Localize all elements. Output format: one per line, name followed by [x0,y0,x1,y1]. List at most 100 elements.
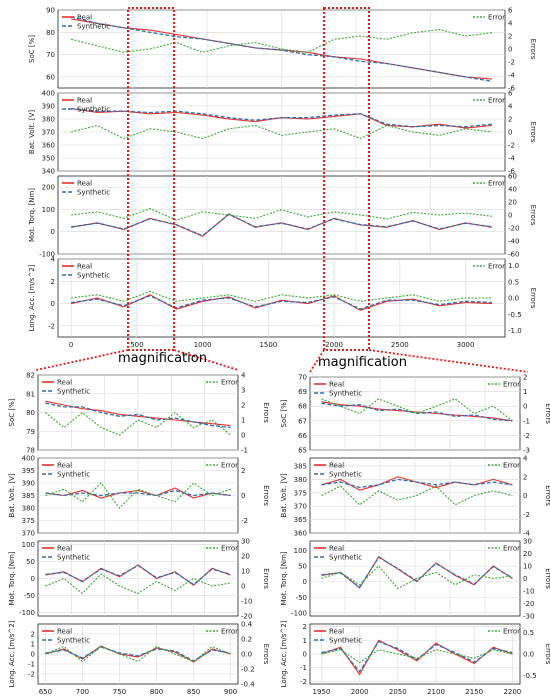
error-tick-label: 0 [523,403,527,411]
legend-label-real: Real [77,14,92,22]
error-tick-label: 2 [241,402,245,410]
chart-panel-left-acc: -2 -1 0 1 2 -0.4 -0.2 0.0 0.2 0.4 650 700 750 800 850 9… [8,620,270,696]
y-tick-label: 90 [46,7,55,15]
y-tick-label: 81 [26,390,35,398]
error-legend: Error [473,263,505,271]
x-tick-label: 750 [113,688,126,696]
y-tick-label: 78 [26,447,35,455]
series-line-real [45,487,231,499]
error-legend: Error [206,545,238,553]
series-line-synthetic [45,646,231,662]
legend-label-real: Real [57,545,72,553]
error-tick-label: 0.2 [241,636,252,644]
series-line-error [45,645,231,663]
y-tick-label: 385 [22,492,35,500]
series-line-synthetic [321,478,513,489]
error-tick-label: 4 [523,455,528,463]
error-tick-label: 3 [241,387,245,395]
error-tick-label: -3 [523,447,530,455]
error-axis-label: Errors [529,122,537,143]
y-tick-label: 1 [303,637,307,645]
legend-label-synthetic: Synthetic [329,390,362,398]
y-axis-label: Long. Acc. [m/s^2] [28,264,36,331]
legend-label-synthetic: Synthetic [77,23,110,31]
y-tick-label: 68 [298,403,307,411]
legend-label-error: Error [503,628,520,636]
x-tick-label: 2100 [427,688,445,696]
x-tick-label: 850 [187,688,200,696]
legend-label-real: Real [57,379,72,387]
legend-label-error: Error [503,462,520,470]
legend-label-real: Real [329,545,344,553]
error-tick-label: 2 [241,467,245,475]
legend-label-real: Real [77,263,92,271]
y-tick-label: 1 [31,641,35,649]
y-tick-label: 360 [42,142,55,150]
x-tick-label: 2000 [351,688,369,696]
y-tick-label: 100 [42,206,55,214]
y-tick-label: 2 [31,631,35,639]
error-tick-label: 4 [508,20,513,28]
y-tick-label: 60 [46,73,55,81]
legend-label-error: Error [221,462,238,470]
legend-label-real: Real [329,462,344,470]
legend-label-real: Real [57,628,72,636]
error-tick-label: -2 [523,432,530,440]
legend-label-synthetic: Synthetic [77,272,110,280]
error-tick-label: -20 [508,225,519,233]
error-tick-label: 0 [508,46,512,54]
magnification-line-right-b [368,349,529,373]
error-tick-label: 30 [523,538,532,546]
y-tick-label: 0 [51,228,55,236]
series-line-synthetic [45,489,231,497]
error-tick-label: 20 [241,553,250,561]
legend-label-error: Error [503,381,520,389]
y-tick-label: 360 [294,530,307,538]
error-tick-label: -60 [508,251,519,259]
x-tick-label: 2150 [465,688,483,696]
error-legend: Error [206,379,238,387]
y-tick-label: 100 [294,547,307,555]
error-tick-label: -20 [523,600,534,608]
error-tick-label: -40 [508,238,519,246]
series-line-synthetic [321,556,513,589]
error-axis-label: Errors [529,39,537,60]
y-tick-label: 365 [294,516,307,524]
error-tick-label: -0.5 [508,311,522,319]
chart-panel-right-acc: -2 -1 0 1 2 -0.5 0.0 0.5 1950 2000 2050 2100 2150 220… [280,620,550,696]
y-tick-label: 370 [22,530,35,538]
error-tick-label: -6 [508,168,516,176]
series-line-error [71,207,492,221]
error-tick-label: 2 [508,116,512,124]
y-tick-label: -50 [296,594,307,602]
series-line-error [70,28,492,53]
error-legend: Error [488,381,520,389]
y-axis-label: SoC [%] [28,35,36,63]
series-line-synthetic [45,402,231,429]
error-tick-label: -30 [523,613,534,621]
error-tick-label: 0.0 [241,651,252,659]
error-tick-label: -2 [508,142,515,150]
y-axis-label: Long. Acc. [m/s^2] [8,620,16,687]
chart-panel-top-torq: -100 0 100 200 -60 -40 -20 0 20 40 60 Mot. Torq. [N… [28,173,537,259]
x-tick-label: 2500 [391,341,409,349]
x-tick-label: 500 [130,341,143,349]
y-tick-label: 200 [42,184,55,192]
y-tick-label: -100 [39,251,55,259]
y-axis-label: SoC [%] [280,399,288,427]
y-tick-label: 390 [42,103,55,111]
error-tick-label: 10 [241,568,250,576]
y-tick-label: 4 [51,256,56,264]
legend-label-error: Error [221,379,238,387]
error-tick-label: 0 [241,583,245,591]
error-legend: Error [473,180,505,188]
y-tick-label: -100 [19,609,35,617]
error-tick-label: -1 [523,417,530,425]
